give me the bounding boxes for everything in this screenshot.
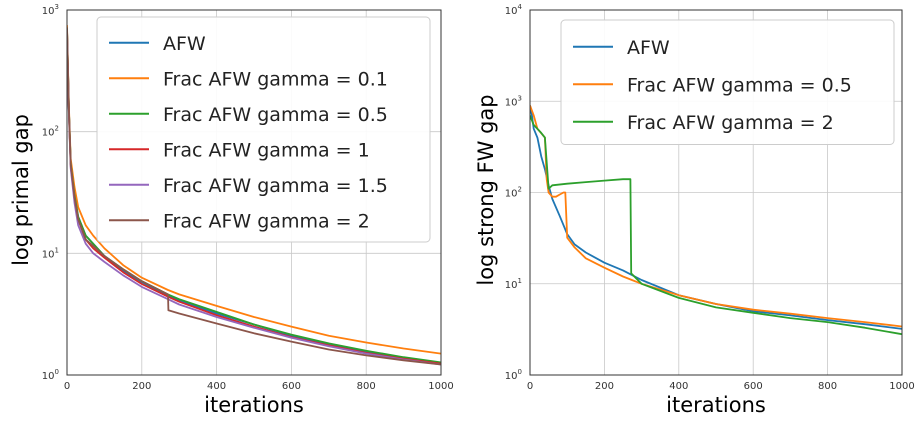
y-tick-label: 102 bbox=[505, 186, 522, 200]
x-tick-label: 400 bbox=[669, 381, 688, 392]
series-line bbox=[67, 32, 441, 366]
y-tick-label: 104 bbox=[505, 3, 523, 17]
legend-label: AFW bbox=[163, 33, 206, 55]
series-lines bbox=[67, 25, 441, 366]
x-axis-label: iterations bbox=[666, 393, 766, 417]
legend-box bbox=[560, 19, 895, 145]
legend-box bbox=[96, 16, 431, 243]
series-line bbox=[530, 105, 902, 328]
legend: AFW Frac AFW gamma = 0.5 Frac AFW gamma = … bbox=[560, 19, 895, 145]
y-tick-labels: 100 101 102 103 bbox=[42, 3, 59, 382]
x-tick-label: 200 bbox=[132, 381, 151, 392]
x-tick-label: 400 bbox=[207, 381, 226, 392]
y-tick-label: 101 bbox=[42, 246, 59, 260]
series-line bbox=[530, 105, 902, 330]
y-tick-label: 103 bbox=[42, 3, 59, 17]
y-axis-label: log primal gap bbox=[9, 114, 33, 266]
legend-label: Frac AFW gamma = 2 bbox=[163, 210, 370, 232]
y-tick-label: 103 bbox=[505, 94, 522, 108]
primal-gap-chart: 0 200 400 600 800 1000 100 101 102 103 iteration… bbox=[9, 3, 454, 417]
x-tick-label: 600 bbox=[744, 381, 763, 392]
series-line bbox=[67, 27, 441, 366]
legend-label: Frac AFW gamma = 0.1 bbox=[163, 68, 388, 90]
plot-frame bbox=[66, 9, 442, 376]
x-tick-label: 600 bbox=[282, 381, 301, 392]
y-tick-label: 100 bbox=[505, 368, 522, 382]
x-tick-label: 0 bbox=[64, 381, 70, 392]
legend-label: Frac AFW gamma = 1.5 bbox=[163, 175, 388, 197]
legend: AFW Frac AFW gamma = 0.1 Frac AFW gamma = … bbox=[96, 16, 431, 243]
x-axis-label: iterations bbox=[204, 393, 304, 417]
x-tick-labels: 0 200 400 600 800 1000 bbox=[64, 381, 454, 392]
x-tick-label: 1000 bbox=[889, 381, 914, 392]
legend-label: Frac AFW gamma = 0.5 bbox=[163, 104, 388, 126]
series-line bbox=[67, 25, 441, 355]
x-tick-label: 200 bbox=[595, 381, 614, 392]
y-tick-label: 101 bbox=[505, 277, 522, 291]
series-lines bbox=[530, 105, 902, 336]
x-tick-label: 0 bbox=[527, 381, 533, 392]
plot-frame bbox=[529, 9, 903, 376]
strong-fw-gap-chart: 0 200 400 600 800 1000 100 101 102 103 104 iterat… bbox=[474, 3, 915, 417]
y-tick-labels: 100 101 102 103 104 bbox=[505, 3, 523, 382]
x-tick-labels: 0 200 400 600 800 1000 bbox=[527, 381, 915, 392]
y-tick-label: 102 bbox=[42, 125, 59, 139]
legend-label: Frac AFW gamma = 2 bbox=[627, 112, 834, 134]
series-line bbox=[530, 115, 902, 336]
legend-label: Frac AFW gamma = 1 bbox=[163, 139, 370, 161]
legend-label: AFW bbox=[627, 37, 670, 59]
x-tick-label: 1000 bbox=[428, 381, 453, 392]
x-tick-label: 800 bbox=[357, 381, 376, 392]
x-tick-label: 800 bbox=[818, 381, 837, 392]
y-axis-label: log strong FW gap bbox=[474, 94, 498, 285]
y-tick-label: 100 bbox=[42, 368, 59, 382]
legend-label: Frac AFW gamma = 0.5 bbox=[627, 74, 852, 96]
